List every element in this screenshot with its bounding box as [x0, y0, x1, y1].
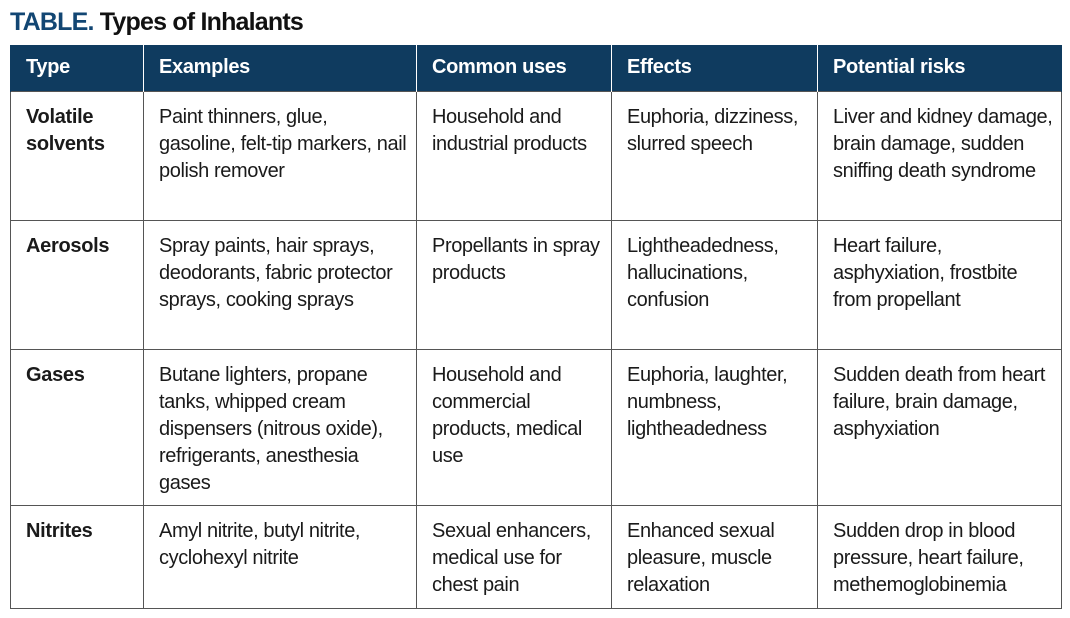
table-title-text: Types of Inhalants: [99, 8, 304, 36]
inhalants-table: Type Examples Common uses Effects Potent…: [10, 45, 1062, 609]
table-row: Aerosols Spray paints, hair sprays, deod…: [10, 219, 1062, 350]
table-row: Gases Butane lighters, propane tanks, wh…: [10, 348, 1062, 506]
header-common-uses: Common uses: [416, 45, 612, 91]
cell-effects: Euphoria, laughter, numbness, lightheade…: [611, 348, 818, 506]
cell-common-uses: Propellants in spray products: [416, 219, 612, 350]
table-title-label: TABLE.: [10, 8, 94, 36]
cell-type: Aerosols: [10, 219, 144, 350]
header-type: Type: [10, 45, 144, 91]
cell-examples: Butane lighters, propane tanks, whipped …: [143, 348, 417, 506]
header-row: Type Examples Common uses Effects Potent…: [10, 45, 1062, 91]
cell-examples: Amyl nitrite, butyl nitrite, cyclohexyl …: [143, 504, 417, 609]
header-examples: Examples: [143, 45, 417, 91]
cell-type: Gases: [10, 348, 144, 506]
cell-potential-risks: Liver and kidney damage, brain damage, s…: [817, 90, 1062, 221]
cell-common-uses: Household and commercial products, medic…: [416, 348, 612, 506]
cell-examples: Spray paints, hair sprays, deodorants, f…: [143, 219, 417, 350]
table-header: Type Examples Common uses Effects Potent…: [10, 45, 1062, 91]
cell-common-uses: Sexual enhancers, medical use for chest …: [416, 504, 612, 609]
cell-potential-risks: Heart failure, asphyxiation, frostbite f…: [817, 219, 1062, 350]
header-potential-risks: Potential risks: [817, 45, 1062, 91]
table-title: TABLE. Types of Inhalants: [10, 6, 304, 38]
cell-examples: Paint thinners, glue, gasoline, felt-tip…: [143, 90, 417, 221]
cell-potential-risks: Sudden drop in blood pressure, heart fai…: [817, 504, 1062, 609]
cell-effects: Enhanced sexual pleasure, muscle relaxat…: [611, 504, 818, 609]
cell-effects: Euphoria, dizziness, slurred speech: [611, 90, 818, 221]
cell-type: Nitrites: [10, 504, 144, 609]
table-body: Volatile solvents Paint thinners, glue, …: [10, 90, 1062, 609]
cell-type: Volatile solvents: [10, 90, 144, 221]
table-row: Nitrites Amyl nitrite, butyl nitrite, cy…: [10, 504, 1062, 609]
cell-common-uses: Household and industrial products: [416, 90, 612, 221]
header-effects: Effects: [611, 45, 818, 91]
cell-effects: Lightheadedness, hallucinations, confusi…: [611, 219, 818, 350]
table-row: Volatile solvents Paint thinners, glue, …: [10, 90, 1062, 221]
cell-potential-risks: Sudden death from heart failure, brain d…: [817, 348, 1062, 506]
